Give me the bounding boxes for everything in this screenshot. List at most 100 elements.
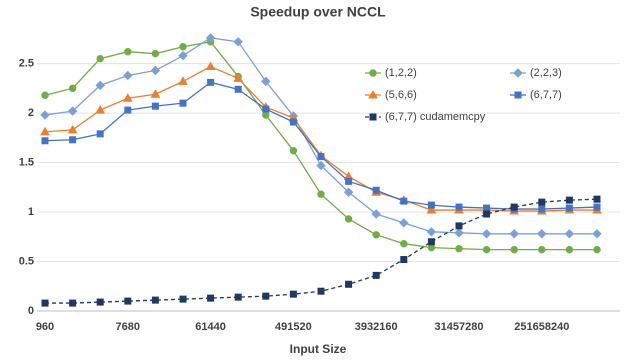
marker [483,204,491,212]
marker [179,295,187,303]
marker [593,203,601,211]
chart-title: Speedup over NCCL [250,4,386,20]
marker [95,105,106,114]
marker [593,245,601,254]
marker [426,227,437,237]
marker [371,209,381,219]
marker [537,229,547,239]
legend-marker [368,89,378,99]
marker [41,299,49,307]
y-tick-label: 2 [28,107,34,119]
legend-marker [514,91,522,99]
x-tick-label: 491520 [275,321,312,333]
marker [96,130,104,138]
series-line [44,65,597,212]
legend-label: (1,2,2) [385,67,417,79]
marker [69,136,77,144]
marker [205,33,216,43]
marker [565,245,574,254]
marker [41,137,49,145]
marker [151,102,159,110]
marker [426,205,437,214]
marker [454,228,464,238]
marker [289,146,298,155]
marker [482,245,491,254]
marker [317,153,325,161]
marker [122,93,133,102]
marker [96,298,104,306]
marker [400,256,408,264]
x-tick-label: 251658240 [514,321,569,333]
marker [178,50,188,61]
marker [510,245,518,254]
marker [372,231,380,239]
marker [207,78,215,86]
marker [427,243,436,252]
marker [345,280,353,288]
marker [593,195,601,203]
marker [343,187,354,197]
marker [179,43,187,51]
marker [150,89,161,98]
marker [234,293,242,301]
marker [317,287,325,295]
y-tick-label: 1 [28,206,34,218]
marker [538,245,546,254]
marker [234,85,242,93]
marker [67,124,78,134]
marker [124,297,132,305]
marker [427,238,435,246]
legend-marker [513,68,523,78]
marker [69,299,77,307]
marker [538,198,546,206]
x-tick-label: 7680 [116,321,140,333]
marker [96,54,104,63]
marker [262,105,270,113]
marker [565,196,573,204]
y-tick-label: 1.5 [19,156,34,168]
marker [67,106,78,116]
marker [565,204,573,212]
marker [510,203,518,211]
legend-marker [369,113,377,121]
x-tick-label: 31457280 [435,321,484,333]
marker [124,106,132,114]
marker [481,229,492,239]
marker [289,290,297,298]
marker [151,49,160,58]
y-tick-label: 0.5 [19,255,34,267]
marker [178,76,188,85]
y-tick-label: 0 [28,305,34,317]
marker [262,111,270,119]
marker [233,37,243,47]
marker [179,99,187,107]
marker [345,177,353,185]
x-tick-label: 3932160 [355,321,398,333]
marker [289,118,297,126]
marker [317,190,325,198]
marker [41,91,49,99]
x-axis-title: Input Size [290,342,347,356]
marker [68,84,77,93]
legend-label: (2,2,3) [530,67,562,79]
marker [124,48,132,56]
legend-label: (6,7,7) [530,89,562,101]
marker [564,229,575,239]
marker [455,222,463,230]
marker [95,80,105,91]
marker [538,205,546,213]
legend-label: (5,6,6) [385,89,417,101]
y-tick-label: 2.5 [19,57,34,69]
marker [40,126,50,136]
marker [151,296,159,304]
marker [399,218,409,228]
marker [455,244,463,253]
marker [40,110,50,120]
marker [372,271,380,279]
marker [592,229,602,239]
marker [509,229,519,239]
marker [372,186,380,194]
marker [262,292,270,300]
legend-label: (6,7,7) cudamemcpy [385,111,486,123]
